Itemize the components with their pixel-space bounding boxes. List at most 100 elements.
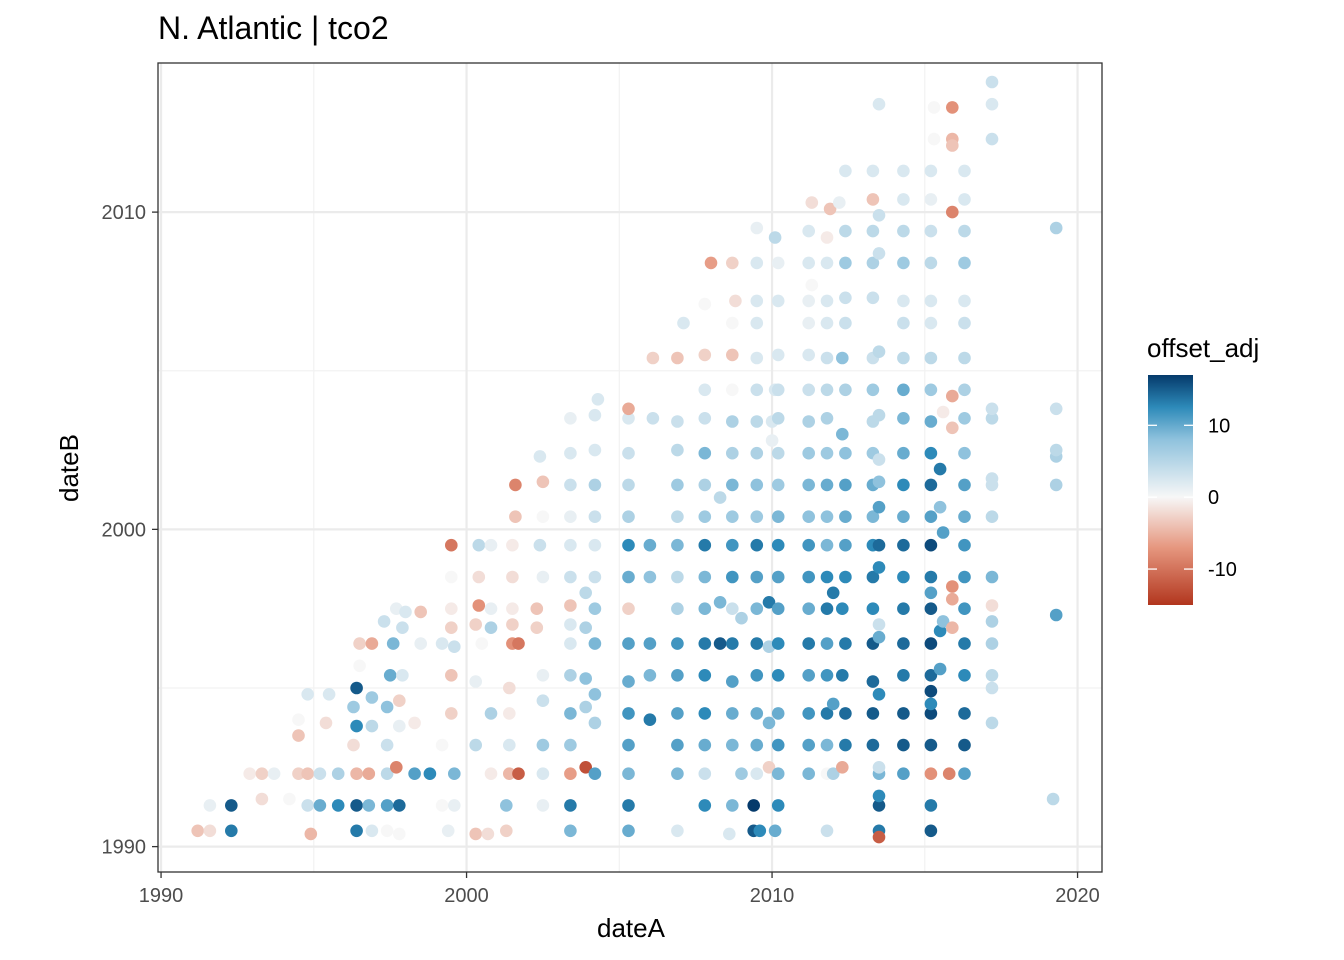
data-point (985, 669, 999, 682)
data-point (820, 510, 834, 523)
data-point (958, 224, 971, 238)
data-point (726, 637, 739, 650)
data-point (820, 478, 834, 492)
data-point (564, 412, 577, 425)
data-point (622, 538, 635, 552)
data-point (726, 478, 739, 492)
data-point (713, 637, 727, 650)
data-point (762, 596, 776, 609)
data-point (536, 669, 550, 682)
data-point (445, 570, 458, 584)
data-point (924, 478, 938, 492)
data-point (503, 707, 516, 720)
data-point (924, 637, 938, 650)
data-point (643, 713, 657, 726)
data-point (771, 637, 785, 650)
data-point (946, 205, 959, 219)
data-point (646, 412, 660, 425)
data-point (872, 408, 886, 422)
data-point (866, 256, 880, 270)
data-point (771, 707, 785, 720)
data-point (1049, 221, 1063, 235)
data-point (802, 316, 815, 330)
data-point (414, 605, 428, 619)
data-point (946, 592, 959, 606)
data-point (958, 478, 971, 492)
data-point (985, 132, 999, 146)
data-point (698, 738, 712, 752)
data-point (771, 478, 785, 492)
data-point (771, 538, 785, 552)
data-point (927, 132, 941, 146)
data-point (1049, 402, 1063, 416)
data-point (704, 256, 718, 270)
data-point (698, 297, 712, 311)
data-point (503, 738, 516, 752)
data-point (958, 294, 971, 308)
data-point (872, 345, 886, 359)
data-point (866, 602, 880, 615)
data-point (448, 640, 461, 653)
legend: offset_adj 10 0 -10 (1147, 333, 1259, 605)
data-point (698, 383, 712, 397)
data-point (503, 681, 516, 695)
data-point (509, 478, 522, 492)
data-point (267, 767, 281, 780)
data-point (564, 799, 577, 812)
data-point (643, 669, 657, 682)
data-point (985, 510, 999, 523)
data-point (771, 799, 785, 812)
x-axis-title: dateA (597, 913, 666, 943)
data-point (698, 446, 712, 460)
data-point (771, 412, 785, 425)
data-point (820, 294, 834, 308)
data-point (726, 538, 739, 552)
data-point (750, 221, 764, 235)
data-point (936, 405, 950, 419)
data-point (897, 538, 910, 552)
data-point (872, 247, 886, 260)
data-point (622, 510, 635, 523)
data-point (802, 570, 815, 584)
data-point (958, 570, 971, 584)
data-point (698, 478, 712, 492)
data-point (472, 570, 486, 584)
data-point (839, 256, 852, 270)
data-point (866, 738, 880, 752)
data-point (1049, 478, 1063, 492)
data-point (735, 767, 748, 780)
data-point (365, 691, 379, 704)
data-point (802, 637, 815, 650)
data-point (946, 421, 959, 435)
data-point (946, 621, 959, 634)
data-point (833, 196, 846, 209)
data-point (750, 738, 764, 752)
data-point (958, 738, 971, 752)
data-point (441, 824, 455, 838)
data-point (802, 602, 815, 615)
data-point (564, 510, 577, 523)
data-point (747, 799, 760, 812)
data-point (445, 707, 458, 720)
data-point (924, 164, 938, 178)
data-point (839, 538, 852, 552)
data-point (933, 662, 947, 676)
data-point (588, 570, 602, 584)
data-point (726, 510, 739, 523)
chart-title: N. Atlantic | tco2 (158, 10, 389, 46)
data-point (301, 767, 315, 780)
data-point (698, 637, 712, 650)
data-point (985, 615, 999, 628)
data-point (313, 767, 327, 780)
data-point (826, 586, 840, 600)
data-point (802, 707, 815, 720)
data-point (802, 383, 815, 397)
data-point (445, 669, 458, 682)
data-point (671, 415, 684, 428)
data-point (723, 827, 736, 841)
data-point (698, 510, 712, 523)
data-point (924, 294, 938, 308)
data-point (958, 256, 971, 270)
data-point (564, 478, 577, 492)
